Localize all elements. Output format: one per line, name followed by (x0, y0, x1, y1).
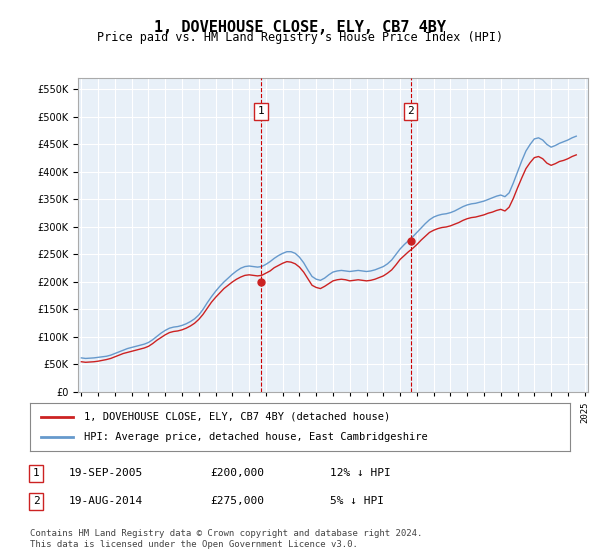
Text: 1, DOVEHOUSE CLOSE, ELY, CB7 4BY (detached house): 1, DOVEHOUSE CLOSE, ELY, CB7 4BY (detach… (84, 412, 390, 422)
Text: Price paid vs. HM Land Registry's House Price Index (HPI): Price paid vs. HM Land Registry's House … (97, 31, 503, 44)
Text: £275,000: £275,000 (210, 496, 264, 506)
Text: 1: 1 (258, 106, 265, 116)
Text: £200,000: £200,000 (210, 468, 264, 478)
Text: 19-AUG-2014: 19-AUG-2014 (69, 496, 143, 506)
Text: 2: 2 (32, 496, 40, 506)
Text: 1: 1 (32, 468, 40, 478)
Text: 2: 2 (407, 106, 414, 116)
Text: 12% ↓ HPI: 12% ↓ HPI (330, 468, 391, 478)
Text: 19-SEP-2005: 19-SEP-2005 (69, 468, 143, 478)
Text: 5% ↓ HPI: 5% ↓ HPI (330, 496, 384, 506)
Text: 1, DOVEHOUSE CLOSE, ELY, CB7 4BY: 1, DOVEHOUSE CLOSE, ELY, CB7 4BY (154, 20, 446, 35)
Text: HPI: Average price, detached house, East Cambridgeshire: HPI: Average price, detached house, East… (84, 432, 428, 442)
Text: Contains HM Land Registry data © Crown copyright and database right 2024.
This d: Contains HM Land Registry data © Crown c… (30, 529, 422, 549)
